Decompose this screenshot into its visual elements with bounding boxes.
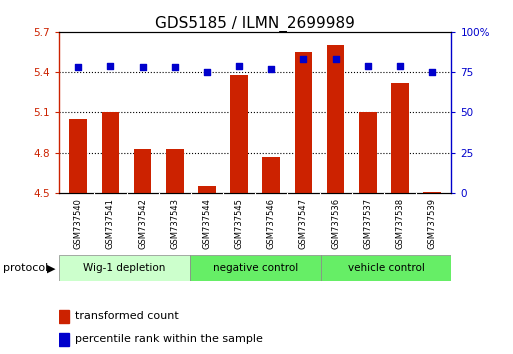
Point bbox=[106, 63, 114, 69]
Text: GSM737547: GSM737547 bbox=[299, 198, 308, 249]
Text: Wig-1 depletion: Wig-1 depletion bbox=[83, 263, 166, 273]
Point bbox=[364, 63, 372, 69]
Text: vehicle control: vehicle control bbox=[348, 263, 424, 273]
Bar bbox=[230, 75, 248, 193]
Bar bbox=[59, 333, 69, 346]
Point bbox=[139, 64, 147, 70]
Bar bbox=[59, 255, 190, 281]
Text: ▶: ▶ bbox=[47, 263, 55, 273]
Point bbox=[267, 66, 275, 72]
Point bbox=[74, 64, 83, 70]
Bar bbox=[321, 255, 451, 281]
Text: GSM737541: GSM737541 bbox=[106, 198, 115, 249]
Text: GSM737544: GSM737544 bbox=[203, 198, 211, 249]
Bar bbox=[391, 83, 409, 193]
Point bbox=[235, 63, 243, 69]
Text: GSM737539: GSM737539 bbox=[428, 198, 437, 249]
Text: GSM737537: GSM737537 bbox=[363, 198, 372, 249]
Text: transformed count: transformed count bbox=[75, 312, 179, 321]
Point bbox=[203, 69, 211, 75]
Bar bbox=[102, 113, 120, 193]
Text: GSM737536: GSM737536 bbox=[331, 198, 340, 249]
Text: GSM737538: GSM737538 bbox=[396, 198, 404, 249]
Text: protocol: protocol bbox=[3, 263, 48, 273]
Bar bbox=[190, 255, 321, 281]
Text: GSM737542: GSM737542 bbox=[138, 198, 147, 249]
Point bbox=[171, 64, 179, 70]
Text: percentile rank within the sample: percentile rank within the sample bbox=[75, 335, 263, 344]
Bar bbox=[134, 149, 151, 193]
Bar bbox=[263, 157, 280, 193]
Bar bbox=[59, 310, 69, 323]
Text: negative control: negative control bbox=[212, 263, 298, 273]
Point bbox=[396, 63, 404, 69]
Bar bbox=[166, 149, 184, 193]
Bar bbox=[423, 192, 441, 193]
Text: GSM737540: GSM737540 bbox=[74, 198, 83, 249]
Bar bbox=[327, 45, 345, 193]
Bar bbox=[294, 52, 312, 193]
Point bbox=[300, 56, 308, 62]
Point bbox=[331, 56, 340, 62]
Bar bbox=[198, 186, 216, 193]
Bar bbox=[69, 119, 87, 193]
Text: GSM737545: GSM737545 bbox=[234, 198, 244, 249]
Point bbox=[428, 69, 436, 75]
Text: GSM737546: GSM737546 bbox=[267, 198, 276, 249]
Text: GSM737543: GSM737543 bbox=[170, 198, 180, 249]
Text: GDS5185 / ILMN_2699989: GDS5185 / ILMN_2699989 bbox=[155, 16, 355, 32]
Bar bbox=[359, 113, 377, 193]
